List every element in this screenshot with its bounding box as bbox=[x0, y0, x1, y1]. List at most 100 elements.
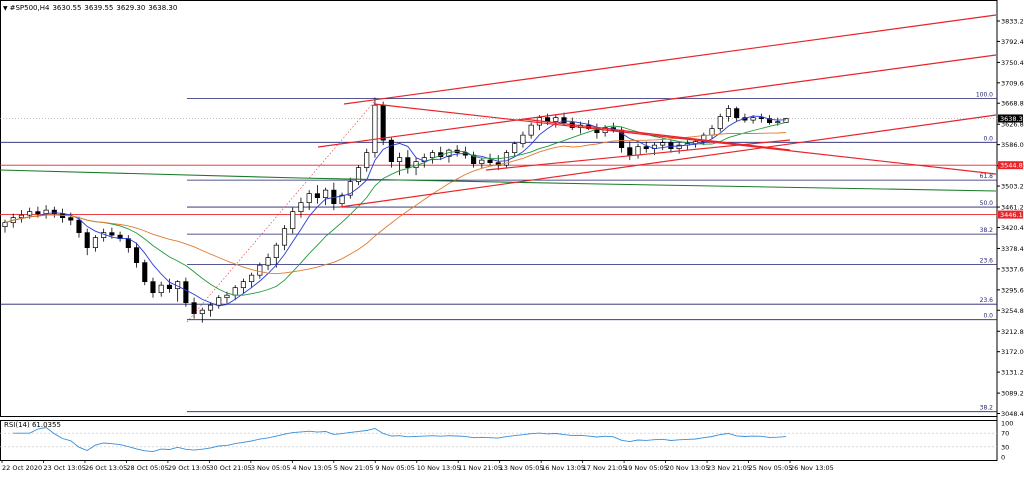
price-tick-label: 3750.40 bbox=[1001, 59, 1024, 67]
candle-body bbox=[734, 108, 740, 118]
price-tag-box bbox=[998, 161, 1023, 170]
rsi-line bbox=[13, 427, 787, 453]
price-tick-label: 3668.80 bbox=[1001, 100, 1024, 108]
candle-body bbox=[27, 211, 33, 216]
candle-body bbox=[758, 117, 764, 119]
ma-fast-line bbox=[4, 115, 787, 307]
candle-body bbox=[783, 118, 789, 123]
price-tick-label: 3709.60 bbox=[1001, 79, 1024, 87]
time-tick-label: 23 Nov 21:05 bbox=[707, 464, 751, 472]
candle-body bbox=[92, 237, 98, 249]
price-tag-label: 3638.30 bbox=[1000, 115, 1024, 123]
candle-body bbox=[643, 146, 649, 149]
ohlc-high: 3639.55 bbox=[84, 4, 114, 12]
price-tick-label: 3792.40 bbox=[1001, 38, 1024, 46]
price-tick-label: 3420.40 bbox=[1001, 224, 1024, 232]
ma-slow-line bbox=[4, 132, 787, 275]
price-tick-label: 3626.80 bbox=[1001, 121, 1024, 129]
candle-body bbox=[717, 116, 723, 129]
candle-body bbox=[380, 104, 386, 141]
fib-level-label: 23.6 bbox=[980, 258, 994, 265]
time-tick-label: 16 Nov 13:05 bbox=[541, 464, 585, 472]
symbol-label: #SP500,H4 bbox=[9, 4, 50, 12]
candle-body bbox=[545, 117, 551, 122]
candle-body bbox=[676, 144, 682, 149]
time-tick-label: 23 Oct 13:05 bbox=[43, 464, 85, 472]
candle-body bbox=[512, 143, 518, 153]
candle-body bbox=[183, 281, 189, 304]
price-tick-label: 3378.40 bbox=[1001, 245, 1024, 253]
rsi-level-label: 100 bbox=[1001, 420, 1013, 428]
price-tick-label: 3254.80 bbox=[1001, 307, 1024, 315]
candle-body bbox=[199, 309, 205, 315]
candle-body bbox=[355, 167, 362, 182]
candle-body bbox=[68, 217, 74, 221]
time-tick-label: 17 Nov 21:05 bbox=[583, 464, 627, 472]
trend-line bbox=[522, 118, 791, 151]
candle-body bbox=[323, 189, 329, 198]
time-tick-label: 4 Nov 13:05 bbox=[292, 464, 332, 472]
time-tick-label: 5 Nov 21:05 bbox=[334, 464, 374, 472]
rsi-level-label: 30 bbox=[1001, 443, 1009, 451]
fib-level-label: 23.6 bbox=[980, 297, 994, 304]
candle-body bbox=[487, 159, 493, 163]
price-tick-label: 3833.20 bbox=[1001, 18, 1024, 26]
symbol-dropdown-icon[interactable]: ▼ bbox=[3, 4, 8, 12]
candle-body bbox=[18, 214, 24, 219]
rsi-title: RSI(14) 61.0355 bbox=[4, 421, 61, 429]
time-tick-label: 10 Nov 13:05 bbox=[417, 464, 461, 472]
time-tick-label: 19 Nov 05:05 bbox=[624, 464, 668, 472]
candle-body bbox=[224, 294, 230, 299]
trend-line bbox=[317, 54, 997, 148]
fib-level-label: 100.0 bbox=[976, 92, 993, 99]
candle-body bbox=[750, 117, 756, 121]
price-tick-label: 3503.20 bbox=[1001, 183, 1024, 191]
candle-body bbox=[405, 157, 411, 168]
price-tick-label: 3212.80 bbox=[1001, 328, 1024, 336]
fib-level-label: 50.0 bbox=[980, 200, 994, 207]
rsi-level-label: 70 bbox=[1001, 430, 1009, 438]
price-tick-label: 3337.60 bbox=[1001, 265, 1024, 273]
candle-body bbox=[397, 157, 403, 162]
price-tick-label: 3295.60 bbox=[1001, 286, 1024, 294]
rsi-level-label: 0 bbox=[1001, 454, 1005, 462]
candle-body bbox=[314, 193, 320, 198]
fib-level-label: 38.2 bbox=[980, 227, 994, 234]
candle-body bbox=[51, 209, 57, 214]
candle-body bbox=[520, 134, 526, 144]
fib-level-label: 61.8 bbox=[980, 173, 994, 180]
candle-body bbox=[35, 211, 41, 214]
ohlc-low: 3629.30 bbox=[116, 4, 146, 12]
candle-body bbox=[709, 128, 715, 136]
trend-line bbox=[373, 103, 997, 175]
candle-body bbox=[339, 194, 345, 204]
candle-body bbox=[158, 284, 164, 294]
candle-body bbox=[133, 247, 140, 264]
time-tick-label: 20 Nov 13:05 bbox=[666, 464, 710, 472]
candle-body bbox=[306, 193, 312, 203]
trend-line bbox=[343, 14, 997, 105]
time-tick-label: 29 Oct 13:05 bbox=[168, 464, 210, 472]
candle-body bbox=[429, 152, 436, 158]
ma-long-line bbox=[0, 169, 997, 192]
time-tick-label: 30 Oct 21:05 bbox=[209, 464, 251, 472]
fib-connector-line bbox=[186, 101, 375, 323]
candle-body bbox=[364, 152, 370, 168]
candle-body bbox=[503, 152, 510, 166]
time-tick-label: 9 Nov 05:05 bbox=[375, 464, 415, 472]
candle-body bbox=[290, 211, 296, 230]
chart-header: ▼ #SP500,H4 3630.55 3639.55 3629.30 3638… bbox=[3, 2, 180, 14]
candle-body bbox=[142, 262, 148, 283]
candle-body bbox=[249, 274, 255, 283]
time-tick-label: 25 Nov 05:05 bbox=[749, 464, 793, 472]
candle-body bbox=[191, 302, 197, 315]
candle-body bbox=[265, 257, 271, 266]
candle-body bbox=[767, 118, 773, 123]
rsi-plot-frame bbox=[0, 420, 998, 461]
time-tick-label: 26 Nov 13:05 bbox=[790, 464, 834, 472]
price-tag-label: 3544.89 bbox=[1000, 162, 1024, 170]
candle-body bbox=[109, 232, 115, 236]
candle-body bbox=[725, 108, 732, 117]
price-tag-box bbox=[998, 210, 1023, 219]
